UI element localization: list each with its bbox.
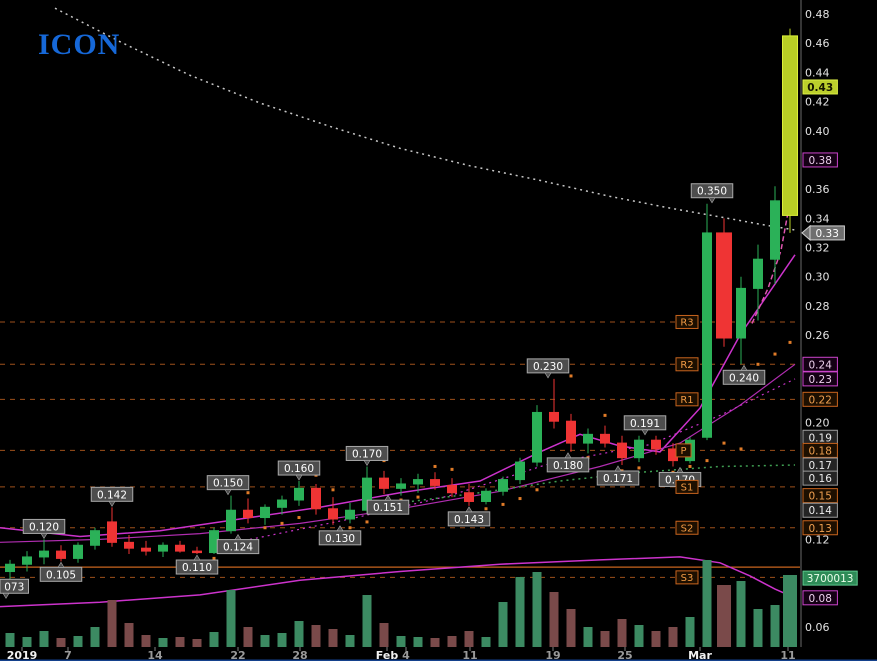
svg-text:0.130: 0.130 bbox=[325, 533, 355, 545]
svg-text:0.26: 0.26 bbox=[805, 329, 830, 342]
svg-text:0.180: 0.180 bbox=[553, 460, 583, 472]
current-price-label bbox=[802, 79, 838, 95]
svg-text:0.28: 0.28 bbox=[805, 300, 830, 313]
svg-text:0.170: 0.170 bbox=[352, 448, 382, 460]
svg-text:0.14: 0.14 bbox=[809, 505, 833, 517]
svg-text:0.151: 0.151 bbox=[373, 502, 403, 514]
svg-text:R1: R1 bbox=[680, 395, 693, 406]
svg-text:S2: S2 bbox=[681, 523, 694, 534]
svg-text:0.150: 0.150 bbox=[213, 478, 243, 490]
svg-text:0.18: 0.18 bbox=[809, 445, 832, 457]
axis-price-label bbox=[802, 442, 838, 458]
svg-text:0.06: 0.06 bbox=[805, 621, 830, 634]
svg-text:0.46: 0.46 bbox=[805, 37, 830, 50]
svg-text:11: 11 bbox=[462, 649, 477, 661]
svg-text:0.105: 0.105 bbox=[46, 569, 76, 581]
svg-text:0.143: 0.143 bbox=[454, 514, 484, 526]
axis-price-label bbox=[802, 152, 838, 168]
svg-text:Feb: Feb bbox=[376, 649, 399, 661]
svg-text:0.15: 0.15 bbox=[809, 491, 832, 503]
svg-text:0.36: 0.36 bbox=[805, 183, 830, 196]
svg-text:28: 28 bbox=[292, 649, 307, 661]
svg-text:0.13: 0.13 bbox=[809, 523, 832, 535]
svg-text:11: 11 bbox=[780, 649, 795, 661]
svg-text:4: 4 bbox=[402, 649, 410, 661]
svg-text:0.32: 0.32 bbox=[805, 242, 830, 255]
svg-text:R3: R3 bbox=[680, 317, 693, 328]
svg-text:0.24: 0.24 bbox=[809, 359, 833, 371]
svg-text:0.12: 0.12 bbox=[805, 533, 830, 546]
svg-text:0.160: 0.160 bbox=[284, 463, 314, 475]
svg-text:0.33: 0.33 bbox=[816, 228, 839, 240]
axis-price-label bbox=[802, 470, 838, 486]
svg-text:0.38: 0.38 bbox=[809, 155, 832, 167]
axis-price-label bbox=[802, 488, 838, 504]
svg-text:0.240: 0.240 bbox=[729, 372, 759, 384]
svg-text:0.30: 0.30 bbox=[805, 271, 830, 284]
svg-text:0.48: 0.48 bbox=[805, 8, 830, 21]
axis-price-label bbox=[802, 502, 838, 518]
svg-text:0.191: 0.191 bbox=[630, 418, 660, 430]
broker-logo: ICON bbox=[38, 28, 121, 61]
long-ma-dotted bbox=[54, 7, 796, 231]
svg-text:0.34: 0.34 bbox=[805, 212, 830, 225]
svg-text:14: 14 bbox=[147, 649, 163, 661]
pivot-labels-layer: R3 R2 R1 P S1 S2 S3 bbox=[675, 314, 699, 585]
indicator-lines-layer bbox=[0, 7, 796, 608]
volume-bars-layer bbox=[5, 560, 797, 647]
axis-price-label bbox=[802, 356, 838, 372]
svg-text:0.171: 0.171 bbox=[603, 473, 633, 485]
svg-text:0.44: 0.44 bbox=[805, 66, 830, 79]
svg-text:25: 25 bbox=[617, 649, 632, 661]
svg-text:0.22: 0.22 bbox=[809, 394, 832, 406]
svg-text:0.350: 0.350 bbox=[697, 186, 727, 198]
svg-text:073: 073 bbox=[4, 581, 24, 593]
svg-text:0.110: 0.110 bbox=[182, 562, 212, 574]
price-axis: 0.48 0.46 0.44 0.42 0.40 0.36 0.34 0.32 0.30 0.28… bbox=[800, 0, 858, 647]
svg-text:0.16: 0.16 bbox=[809, 473, 833, 485]
svg-text:0.23: 0.23 bbox=[809, 374, 832, 386]
svg-text:22: 22 bbox=[230, 649, 245, 661]
svg-text:R2: R2 bbox=[680, 360, 693, 371]
svg-text:7: 7 bbox=[64, 649, 72, 661]
svg-text:19: 19 bbox=[545, 649, 560, 661]
svg-text:0.43: 0.43 bbox=[807, 82, 833, 94]
svg-text:0.17: 0.17 bbox=[809, 460, 832, 472]
svg-text:0.42: 0.42 bbox=[805, 96, 830, 109]
svg-text:2019: 2019 bbox=[7, 649, 38, 661]
svg-text:0.124: 0.124 bbox=[223, 542, 253, 554]
svg-text:0.230: 0.230 bbox=[533, 361, 563, 373]
axis-price-label bbox=[802, 371, 838, 387]
time-axis: 2019 7 14 22 28 Feb 4 11 19 25 Mar 11 bbox=[0, 647, 877, 661]
axis-price-label bbox=[802, 391, 838, 407]
current-volume-label bbox=[802, 570, 858, 586]
svg-text:0.20: 0.20 bbox=[805, 417, 830, 430]
axis-price-label bbox=[802, 520, 838, 536]
svg-text:0.19: 0.19 bbox=[809, 432, 832, 444]
svg-text:3700013: 3700013 bbox=[807, 573, 854, 585]
svg-text:0.40: 0.40 bbox=[805, 125, 830, 138]
svg-text:P: P bbox=[680, 446, 686, 457]
svg-text:S3: S3 bbox=[681, 573, 694, 584]
svg-text:0.120: 0.120 bbox=[29, 521, 59, 533]
lower-band bbox=[0, 556, 796, 608]
axis-price-label bbox=[802, 590, 838, 606]
svg-text:0.142: 0.142 bbox=[97, 489, 127, 501]
svg-text:Mar: Mar bbox=[688, 649, 712, 661]
svg-text:0.08: 0.08 bbox=[809, 593, 832, 605]
svg-text:S1: S1 bbox=[681, 482, 694, 493]
